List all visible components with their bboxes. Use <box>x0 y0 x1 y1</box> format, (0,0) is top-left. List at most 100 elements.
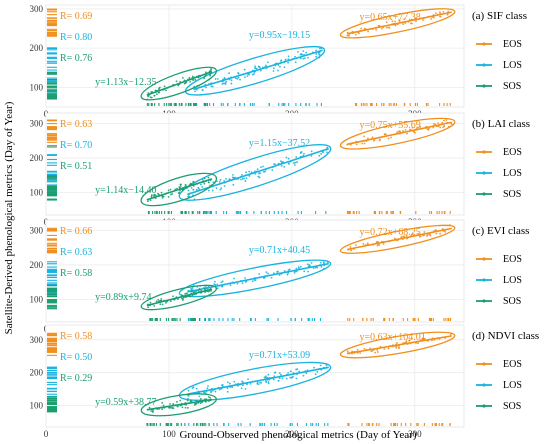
point-eos <box>405 340 408 343</box>
point-los <box>320 261 322 264</box>
point-los <box>270 276 273 279</box>
point-eos <box>408 339 411 342</box>
point-los <box>260 166 262 169</box>
point-los <box>187 389 190 392</box>
point-sos <box>167 189 170 192</box>
point-eos <box>438 11 441 14</box>
point-sos <box>161 401 164 404</box>
regression-line-eos <box>347 335 452 355</box>
point-los <box>201 88 204 91</box>
point-los <box>259 381 261 384</box>
point-sos <box>188 76 191 79</box>
point-los <box>241 173 243 176</box>
legend-label-los: LOS <box>503 275 522 286</box>
point-los <box>218 388 221 391</box>
point-los <box>193 198 196 201</box>
point-los <box>248 175 251 177</box>
legend-marker-eos <box>482 257 486 261</box>
point-eos <box>449 224 451 226</box>
point-los <box>219 188 222 191</box>
point-eos <box>439 126 442 129</box>
ellipse-los <box>178 259 332 298</box>
point-los <box>287 55 290 58</box>
point-sos <box>149 301 152 304</box>
point-los <box>265 64 267 67</box>
point-eos <box>383 348 386 350</box>
point-los <box>301 53 303 56</box>
point-eos <box>417 342 420 345</box>
point-eos <box>442 10 445 13</box>
point-eos <box>444 231 447 233</box>
point-eos <box>422 19 424 22</box>
ellipse-sos <box>140 172 218 207</box>
point-los <box>305 51 308 54</box>
point-sos <box>172 295 174 298</box>
regression-line-eos <box>347 227 452 251</box>
point-eos <box>437 122 439 125</box>
legend-label-los: LOS <box>503 168 522 179</box>
point-los <box>256 381 259 384</box>
point-eos <box>423 337 426 340</box>
point-los <box>230 82 233 85</box>
point-los <box>230 79 233 82</box>
point-eos <box>361 142 364 145</box>
point-eos <box>439 15 441 18</box>
point-eos <box>435 232 438 235</box>
point-eos <box>401 130 404 132</box>
point-los <box>287 157 290 160</box>
point-eos <box>377 24 380 27</box>
legend-label-los: LOS <box>503 60 522 71</box>
point-sos <box>203 75 206 78</box>
point-los <box>265 271 268 274</box>
ellipse-eos <box>339 8 456 39</box>
point-los <box>278 377 281 380</box>
r-value-eos: R= 0.69 <box>60 11 92 22</box>
y-tick-label: 200 <box>30 368 44 378</box>
point-los <box>293 271 296 274</box>
point-los <box>295 368 298 371</box>
point-los <box>247 378 249 381</box>
point-los <box>216 283 219 286</box>
point-los <box>281 377 284 380</box>
point-sos <box>147 200 149 203</box>
panel-3: 100 200 300 0 100 200 300 R= 0.58 R= 0.50 R= 0.29… <box>30 324 539 439</box>
point-los <box>221 280 224 283</box>
point-los <box>232 173 234 176</box>
point-los <box>216 287 219 290</box>
point-los <box>218 180 221 183</box>
point-los <box>267 381 270 383</box>
point-los <box>298 370 301 373</box>
point-los <box>254 172 257 175</box>
point-sos <box>156 93 158 96</box>
point-sos <box>149 96 152 99</box>
ellipse-sos <box>140 284 217 311</box>
r-value-los: R= 0.63 <box>60 247 92 258</box>
legend-marker-los <box>482 383 486 387</box>
point-los <box>299 151 302 154</box>
point-eos <box>430 17 432 20</box>
legend-label-eos: EOS <box>503 147 522 158</box>
y-axis-label: Satellite-Derived phenological metrics (… <box>3 101 15 334</box>
ellipse-sos <box>140 66 218 101</box>
legend-label-los: LOS <box>503 380 522 391</box>
point-eos <box>356 348 359 351</box>
panel-title: (d) NDVI class <box>472 330 539 342</box>
point-los <box>284 58 287 61</box>
point-los <box>223 185 226 187</box>
point-los <box>248 170 251 173</box>
point-eos <box>376 349 379 351</box>
point-eos <box>393 237 396 240</box>
point-los <box>210 391 212 394</box>
point-los <box>318 56 321 59</box>
plot-area <box>45 219 465 323</box>
y-tick-label: 100 <box>30 401 44 411</box>
point-sos <box>169 300 172 303</box>
point-los <box>245 171 248 174</box>
point-los <box>192 284 195 287</box>
point-sos <box>195 402 198 405</box>
point-sos <box>149 199 152 202</box>
point-los <box>246 75 249 77</box>
plot-area <box>45 4 465 108</box>
point-eos <box>404 129 407 131</box>
plot-area <box>45 324 465 428</box>
